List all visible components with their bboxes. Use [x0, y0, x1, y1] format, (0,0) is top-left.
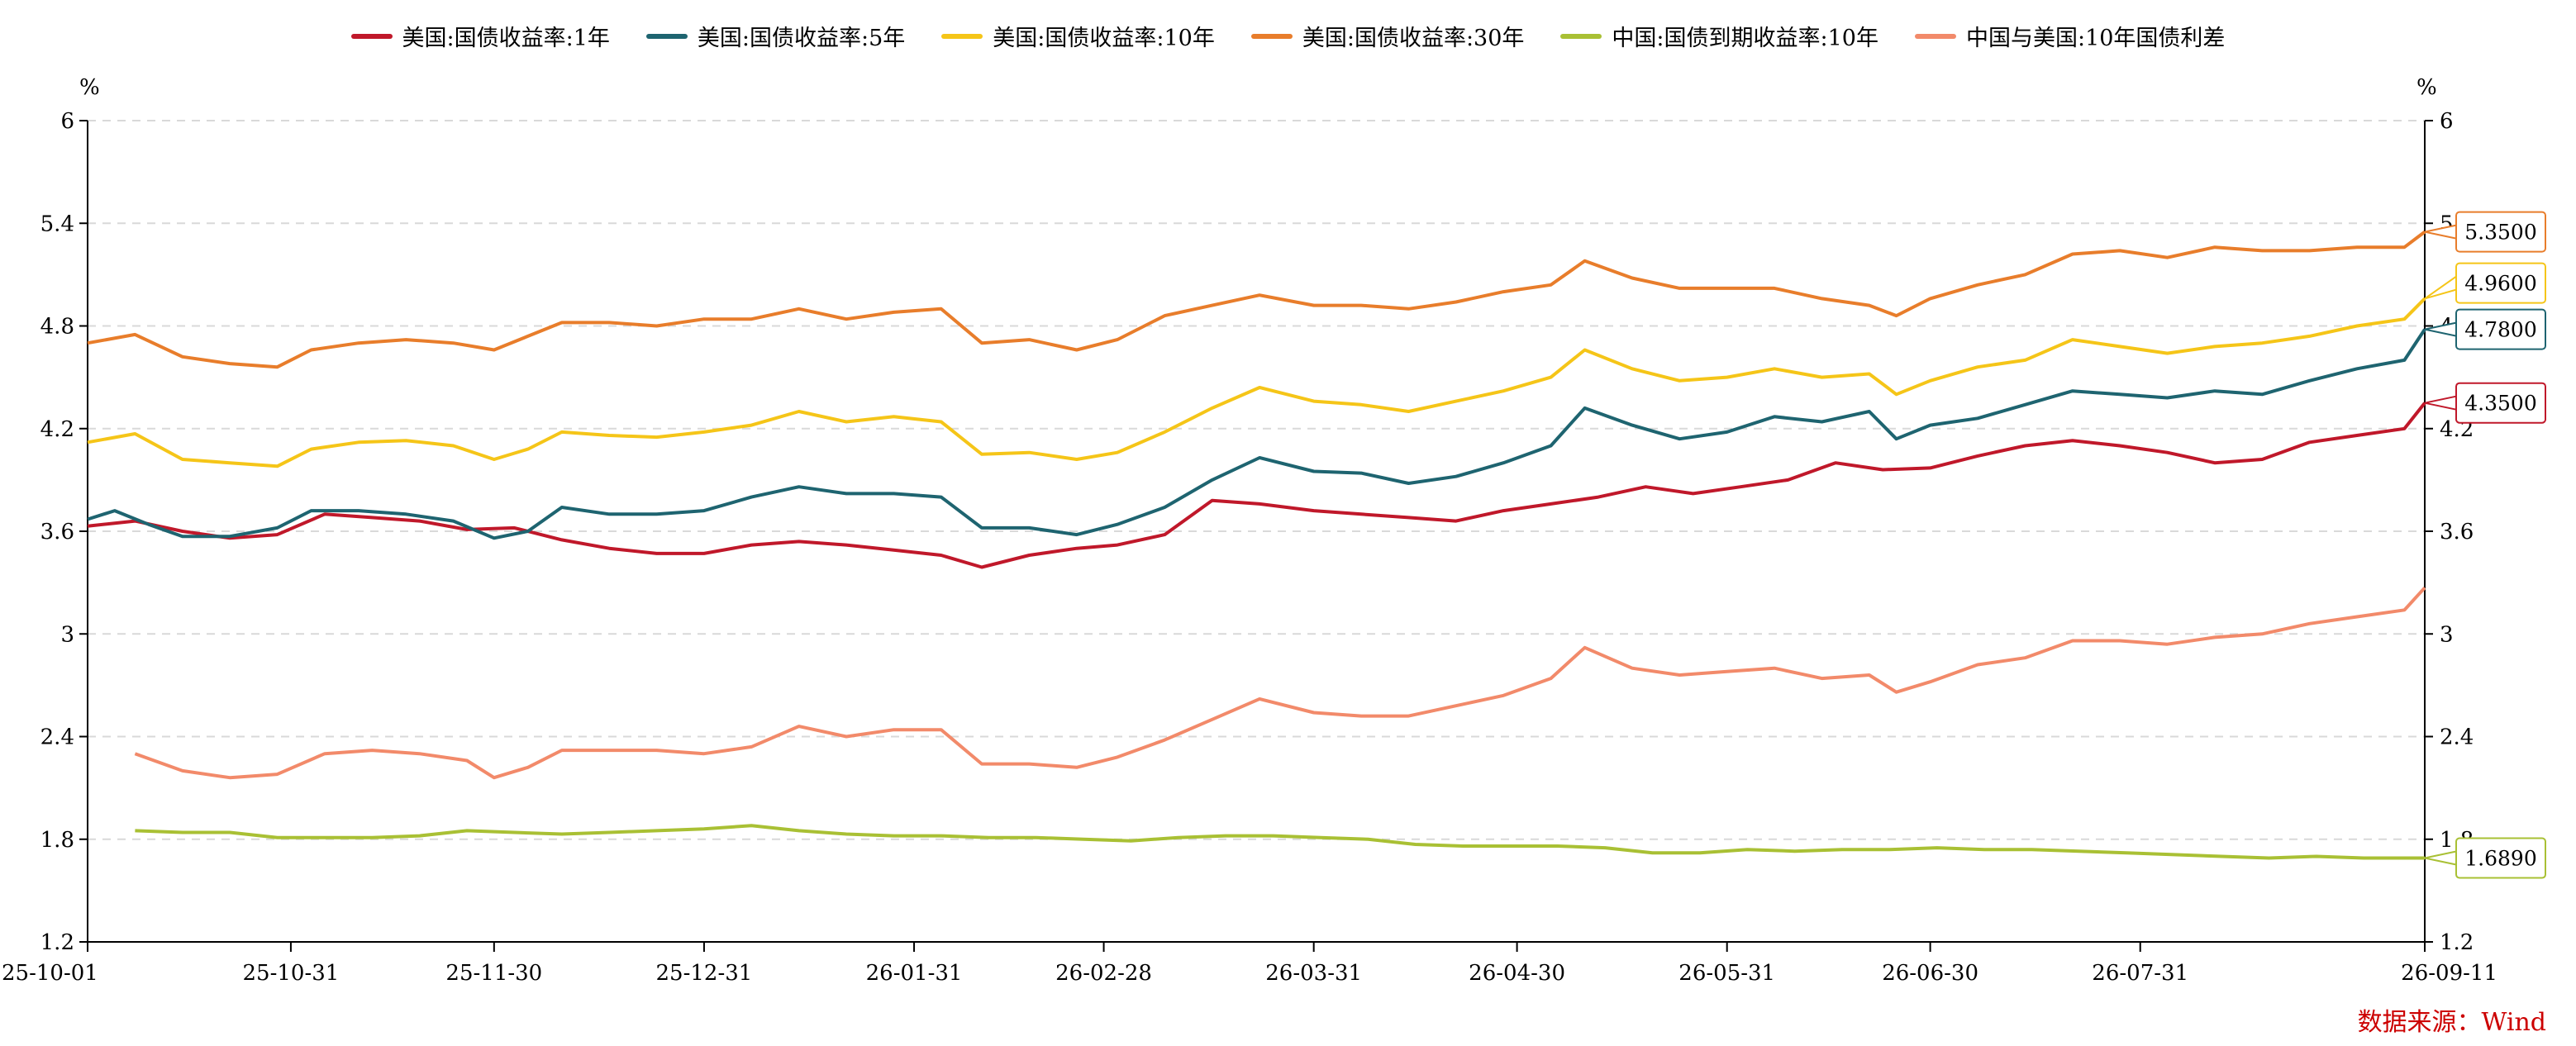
legend-label: 美国:国债收益率:30年	[1302, 26, 1525, 51]
end-label-value: 4.9600	[2464, 272, 2536, 296]
y-tick-label-right: 3	[2440, 622, 2454, 647]
series-line-2	[87, 297, 2426, 468]
x-tick-label: 26-07-31	[2092, 961, 2188, 986]
legend-label: 美国:国债收益率:5年	[697, 26, 906, 51]
end-value-label-0: 4.3500	[2424, 382, 2546, 424]
end-value-label-2: 4.9600	[2424, 262, 2546, 304]
series-line-5	[134, 586, 2426, 780]
end-value-label-1: 4.7800	[2424, 308, 2546, 350]
x-tick-label: 25-11-30	[445, 961, 542, 986]
series-line-1	[87, 328, 2426, 540]
chart-legend: 美国:国债收益率:1年 美国:国债收益率:5年 美国:国债收益率:10年 美国:国债收…	[0, 20, 2576, 52]
end-label-value: 4.7800	[2464, 318, 2536, 342]
legend-item-5[interactable]: 中国与美国:10年国债利差	[1914, 20, 2226, 52]
end-label-box	[2455, 837, 2546, 879]
x-tick-label: 26-04-30	[1469, 961, 1565, 986]
legend-swatch	[1560, 33, 1602, 39]
series-line-3	[87, 231, 2426, 369]
end-labels: 4.3500 4.7800 4.9600 5.3500 1.6890	[2424, 211, 2546, 879]
end-label-value: 1.6890	[2464, 847, 2536, 871]
end-label-pointer	[2424, 395, 2457, 411]
legend-item-0[interactable]: 美国:国债收益率:1年	[350, 20, 610, 52]
x-tick-label: 26-05-31	[1678, 961, 1775, 986]
x-tick-label: 25-10-31	[242, 961, 339, 986]
legend-swatch	[1250, 33, 1293, 39]
data-source-note: 数据来源：Wind	[2357, 1008, 2546, 1037]
legend-label: 中国:国债到期收益率:10年	[1612, 26, 1878, 51]
legend-label: 美国:国债收益率:10年	[993, 26, 1215, 51]
y-tick-label-right: 1.2	[2440, 930, 2474, 955]
x-tick-label: 25-12-31	[656, 961, 753, 986]
x-tick-label: 26-02-28	[1055, 961, 1152, 986]
end-label-box	[2455, 211, 2546, 253]
legend-label: 美国:国债收益率:1年	[402, 26, 610, 51]
end-label-box	[2455, 262, 2546, 304]
axes: 1.21.21.81.82.42.4333.63.64.24.24.84.85.…	[2, 109, 2497, 986]
legend-swatch	[1914, 33, 1956, 39]
end-label-value: 5.3500	[2464, 221, 2536, 245]
legend-item-1[interactable]: 美国:国债收益率:5年	[645, 20, 906, 52]
legend-label: 中国与美国:10年国债利差	[1965, 26, 2226, 51]
y-tick-label-left: 3.6	[40, 520, 74, 544]
legend-item-2[interactable]: 美国:国债收益率:10年	[941, 20, 1215, 52]
end-label-value: 4.3500	[2464, 392, 2536, 416]
y-tick-label-left: 4.8	[40, 315, 74, 340]
y-tick-label-right: 3.6	[2440, 520, 2474, 544]
y-tick-label-right: 6	[2440, 109, 2454, 134]
legend-swatch	[941, 33, 983, 39]
y-tick-label-left: 5.4	[40, 212, 74, 236]
legend-swatch	[350, 33, 393, 39]
end-label-box	[2455, 382, 2546, 424]
x-tick-label: 26-09-11	[2401, 961, 2497, 986]
x-tick-label: 26-01-31	[866, 961, 963, 986]
y-tick-label-left: 1.8	[40, 828, 74, 853]
y-tick-label-left: 1.2	[40, 930, 74, 955]
end-value-label-4: 1.6890	[2424, 837, 2546, 879]
end-value-label-3: 5.3500	[2424, 211, 2546, 253]
x-tick-label: 25-10-01	[2, 961, 98, 986]
end-label-box	[2455, 308, 2546, 350]
series-lines	[87, 231, 2426, 860]
series-line-0	[87, 402, 2426, 569]
x-tick-label: 26-03-31	[1265, 961, 1362, 986]
y-tick-label-left: 2.4	[40, 725, 74, 750]
y-tick-label-left: 6	[60, 109, 74, 134]
y-tick-label-right: 2.4	[2440, 725, 2474, 750]
grid-lines	[88, 120, 2425, 943]
y-tick-label-left: 3	[60, 622, 74, 647]
left-axis-unit: %	[79, 75, 100, 100]
series-line-4	[135, 824, 2425, 860]
x-tick-label: 26-06-30	[1882, 961, 1978, 986]
y-tick-label-left: 4.2	[40, 417, 74, 442]
right-axis-unit: %	[2416, 75, 2437, 100]
end-label-pointer	[2424, 274, 2457, 300]
legend-item-3[interactable]: 美国:国债收益率:30年	[1250, 20, 1525, 52]
legend-item-4[interactable]: 中国:国债到期收益率:10年	[1560, 20, 1878, 52]
end-label-pointer	[2424, 850, 2457, 866]
legend-swatch	[645, 33, 688, 39]
